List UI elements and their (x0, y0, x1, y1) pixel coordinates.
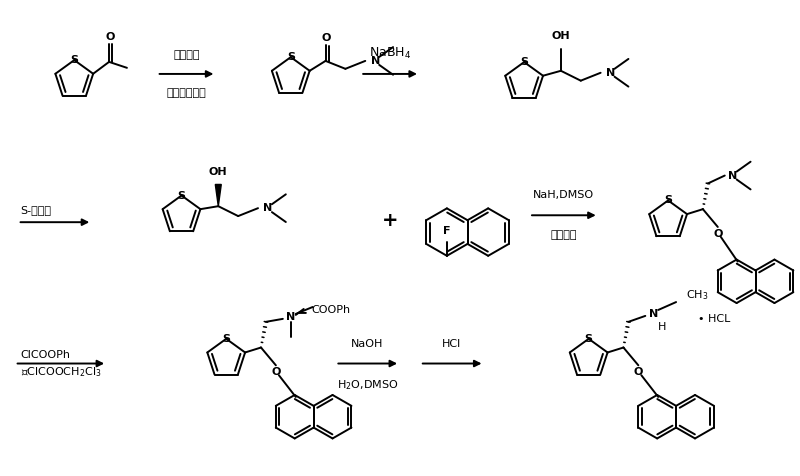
Text: N: N (606, 68, 615, 78)
Text: O: O (713, 229, 722, 239)
Text: • HCL: • HCL (698, 314, 730, 324)
Text: H$_2$O,DMSO: H$_2$O,DMSO (337, 378, 398, 392)
Text: H: H (658, 322, 666, 332)
Text: COOPh: COOPh (311, 305, 350, 315)
Text: N: N (370, 56, 380, 66)
Text: 苯甲酸钾: 苯甲酸钾 (550, 230, 577, 240)
Text: 二甲胺盐酸盐: 二甲胺盐酸盐 (166, 88, 206, 98)
Text: S: S (286, 52, 294, 62)
Text: 多聚甲醛: 多聚甲醛 (174, 50, 200, 60)
Text: N: N (263, 203, 273, 213)
Text: 或ClCOOCH$_2$Cl$_3$: 或ClCOOCH$_2$Cl$_3$ (21, 366, 102, 379)
Text: S: S (222, 334, 230, 344)
Text: O: O (634, 367, 643, 377)
Text: +: + (382, 211, 398, 230)
Text: O: O (322, 33, 331, 43)
Text: N: N (728, 170, 738, 180)
Text: S: S (520, 57, 528, 67)
Text: S: S (178, 190, 186, 200)
Text: NaOH: NaOH (351, 339, 383, 349)
Text: N: N (649, 309, 658, 319)
Text: NaBH$_4$: NaBH$_4$ (369, 46, 411, 61)
Polygon shape (215, 185, 222, 206)
Text: O: O (106, 32, 114, 42)
Text: HCl: HCl (442, 339, 462, 349)
Text: S: S (585, 334, 593, 344)
Text: F: F (443, 226, 450, 236)
Text: S: S (70, 55, 78, 65)
Text: S: S (664, 196, 672, 206)
Text: ClCOOPh: ClCOOPh (21, 350, 70, 360)
Text: O: O (271, 367, 281, 377)
Text: OH: OH (551, 31, 570, 41)
Text: OH: OH (209, 167, 228, 177)
Text: CH$_3$: CH$_3$ (686, 288, 708, 302)
Text: S-扁桃酸: S-扁桃酸 (21, 205, 52, 215)
Text: NaH,DMSO: NaH,DMSO (534, 190, 594, 200)
Text: N: N (286, 312, 295, 322)
